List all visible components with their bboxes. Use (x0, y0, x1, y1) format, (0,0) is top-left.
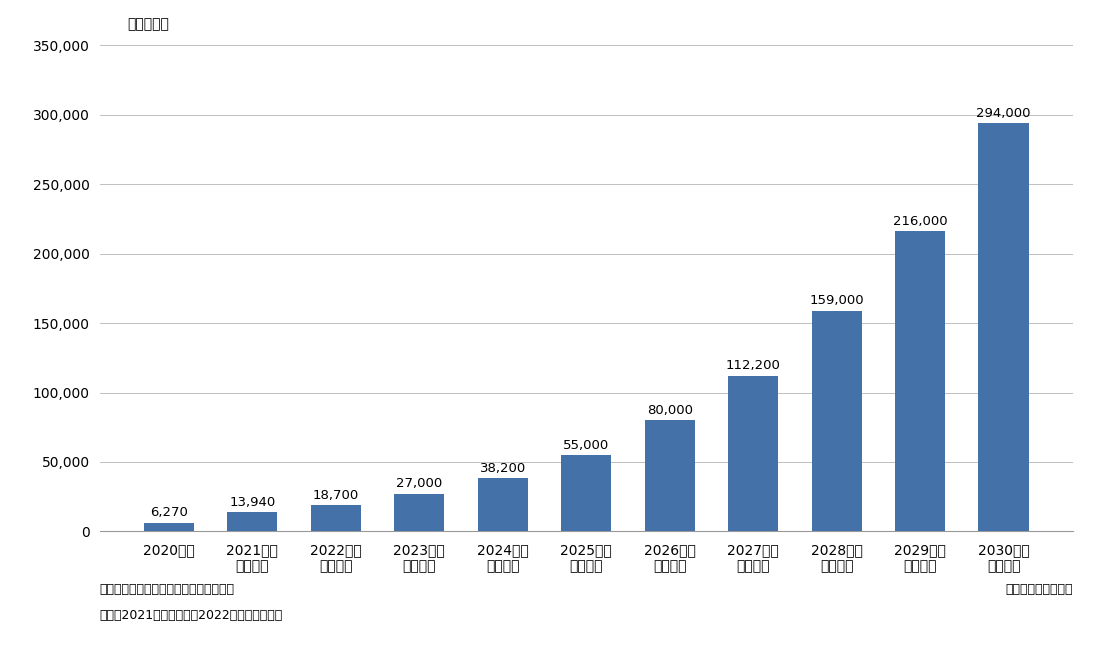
Bar (645, 421, 695, 531)
Text: 159,000: 159,000 (810, 294, 864, 307)
Bar (561, 455, 612, 531)
Bar (311, 505, 361, 531)
Bar (812, 310, 862, 531)
Text: 38,200: 38,200 (480, 462, 525, 475)
Text: 6,270: 6,270 (150, 506, 188, 519)
Bar (478, 478, 528, 531)
Text: 216,000: 216,000 (893, 215, 948, 228)
Text: 注２．2021年度見込値、2022年度以降予測値: 注２．2021年度見込値、2022年度以降予測値 (100, 609, 283, 622)
Text: 55,000: 55,000 (563, 439, 609, 452)
Bar (979, 123, 1029, 531)
Bar (144, 523, 194, 531)
Bar (394, 494, 445, 531)
Text: 18,700: 18,700 (313, 489, 358, 502)
Bar (728, 376, 779, 531)
Bar (227, 512, 278, 531)
Bar (895, 231, 946, 531)
Text: 80,000: 80,000 (647, 404, 692, 417)
Text: 矢野経済研究所調べ: 矢野経済研究所調べ (1005, 583, 1073, 596)
Text: 27,000: 27,000 (396, 478, 442, 491)
Text: 注１．サービス提供事業者売上高ベース: 注１．サービス提供事業者売上高ベース (100, 583, 234, 596)
Text: 294,000: 294,000 (977, 107, 1031, 120)
Text: 112,200: 112,200 (726, 359, 781, 372)
Text: 13,940: 13,940 (229, 496, 275, 509)
Text: （百万円）: （百万円） (127, 17, 169, 30)
